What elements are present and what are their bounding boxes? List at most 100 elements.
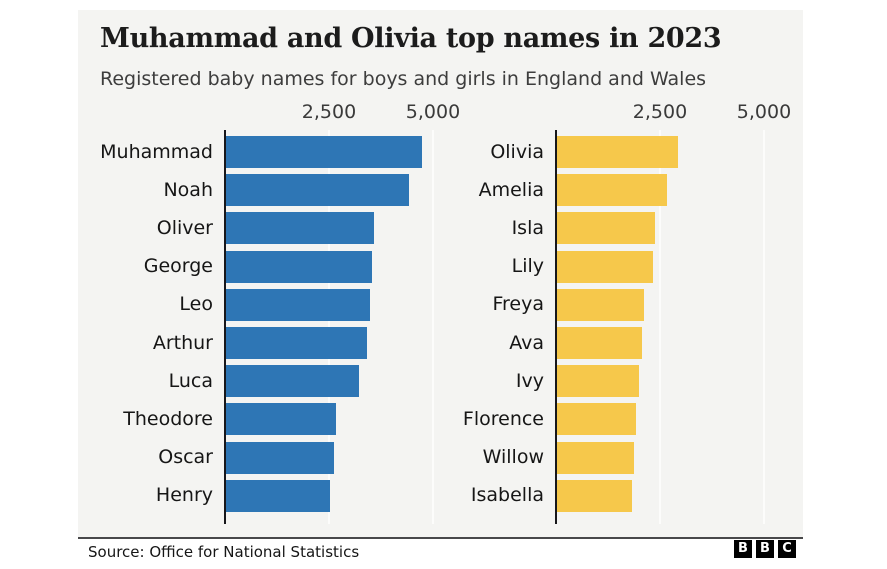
girls-bar xyxy=(557,479,632,512)
bbc-logo-block: C xyxy=(778,540,796,558)
gridline xyxy=(763,130,765,524)
boys-bar xyxy=(226,441,335,474)
bar-row: Theodore xyxy=(100,400,460,438)
gridline xyxy=(659,130,661,524)
bar-track xyxy=(556,327,803,360)
category-label: Muhammad xyxy=(100,140,213,163)
girls-bar xyxy=(557,136,678,169)
bar-row: Willow xyxy=(431,439,803,477)
bar-row: Leo xyxy=(100,286,460,324)
category-label: Freya xyxy=(492,293,544,316)
boys-bar xyxy=(226,365,360,398)
category-label: Oscar xyxy=(158,446,213,469)
category-label: Luca xyxy=(168,369,213,392)
girls-bar xyxy=(557,403,637,436)
bar-track xyxy=(225,403,460,436)
boys-bar xyxy=(226,288,370,321)
boys-bar xyxy=(226,136,422,169)
bar-row: Muhammad xyxy=(100,133,460,171)
bar-row: George xyxy=(100,248,460,286)
bar-row: Amelia xyxy=(431,171,803,209)
girls-bar xyxy=(557,174,668,207)
y-axis-line xyxy=(555,130,557,524)
bar-track xyxy=(225,174,460,207)
girls-bar xyxy=(557,250,653,283)
boys-chart-panel: 2,500 5,000 Muhammad Noah Oliver George Leo Art… xyxy=(100,101,460,524)
chart-subtitle: Registered baby names for boys and girls… xyxy=(100,68,707,90)
gridline xyxy=(432,130,434,524)
bar-row: Oscar xyxy=(100,439,460,477)
footer-separator xyxy=(78,537,803,539)
girls-bar xyxy=(557,212,655,245)
boys-bar xyxy=(226,212,374,245)
bar-track xyxy=(225,479,460,512)
bar-track xyxy=(556,288,803,321)
bar-track xyxy=(556,479,803,512)
category-label: Oliver xyxy=(156,216,213,239)
category-label: Noah xyxy=(163,178,213,201)
x-axis-tick-label: 5,000 xyxy=(405,101,461,123)
boys-bar xyxy=(226,403,337,436)
category-label: Olivia xyxy=(490,140,544,163)
category-label: Amelia xyxy=(478,178,544,201)
y-axis-line xyxy=(224,130,226,524)
category-label: Arthur xyxy=(152,331,213,354)
boys-bar xyxy=(226,174,410,207)
x-axis-tick-label: 2,500 xyxy=(632,101,688,123)
bar-row: Ava xyxy=(431,324,803,362)
bbc-logo-block: B xyxy=(756,540,774,558)
category-label: Henry xyxy=(155,484,213,507)
bar-track xyxy=(225,136,460,169)
bar-row: Freya xyxy=(431,286,803,324)
bar-row: Oliver xyxy=(100,209,460,247)
bbc-logo-block: B xyxy=(734,540,752,558)
bar-track xyxy=(556,365,803,398)
bar-rows: Muhammad Noah Oliver George Leo Arthur Luca The… xyxy=(100,133,460,515)
category-label: Lily xyxy=(511,255,544,278)
bar-row: Isabella xyxy=(431,477,803,515)
category-label: Theodore xyxy=(123,407,213,430)
category-label: Isabella xyxy=(470,484,544,507)
bar-row: Isla xyxy=(431,209,803,247)
bar-track xyxy=(556,441,803,474)
bar-row: Ivy xyxy=(431,362,803,400)
bar-track xyxy=(225,365,460,398)
boys-bar xyxy=(226,250,372,283)
category-label: Isla xyxy=(511,216,544,239)
bar-row: Henry xyxy=(100,477,460,515)
bar-track xyxy=(225,212,460,245)
bar-track xyxy=(556,174,803,207)
category-label: George xyxy=(143,255,213,278)
chart-card: Muhammad and Olivia top names in 2023 Re… xyxy=(78,10,803,537)
chart-title: Muhammad and Olivia top names in 2023 xyxy=(100,23,722,54)
bar-track xyxy=(556,136,803,169)
x-axis-tick-label: 5,000 xyxy=(736,101,792,123)
bar-track xyxy=(556,212,803,245)
bar-rows: Olivia Amelia Isla Lily Freya Ava Ivy Florence W… xyxy=(431,133,803,515)
girls-bar xyxy=(557,441,634,474)
girls-chart-panel: 2,500 5,000 Olivia Amelia Isla Lily Freya Ava Iv… xyxy=(431,101,803,524)
girls-bar xyxy=(557,365,639,398)
bar-row: Luca xyxy=(100,362,460,400)
category-label: Ava xyxy=(509,331,544,354)
bar-track xyxy=(556,403,803,436)
bar-row: Arthur xyxy=(100,324,460,362)
bar-row: Florence xyxy=(431,400,803,438)
bbc-logo-icon: B B C xyxy=(734,540,796,558)
bar-row: Lily xyxy=(431,248,803,286)
girls-bar xyxy=(557,288,645,321)
bar-row: Olivia xyxy=(431,133,803,171)
girls-bar xyxy=(557,327,643,360)
bar-track xyxy=(225,288,460,321)
x-axis-tick-label: 2,500 xyxy=(301,101,357,123)
boys-bar xyxy=(226,479,330,512)
category-label: Willow xyxy=(482,446,544,469)
category-label: Florence xyxy=(462,407,544,430)
bar-track xyxy=(225,327,460,360)
bar-track xyxy=(556,250,803,283)
category-label: Ivy xyxy=(515,369,544,392)
bar-row: Noah xyxy=(100,171,460,209)
bar-track xyxy=(225,441,460,474)
bar-track xyxy=(225,250,460,283)
